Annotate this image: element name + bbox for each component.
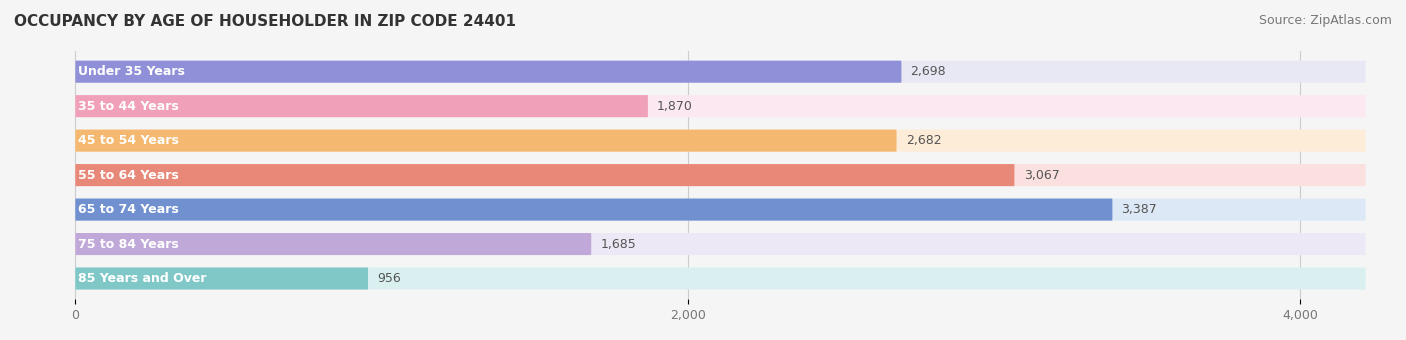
- Text: 55 to 64 Years: 55 to 64 Years: [77, 169, 179, 182]
- Text: 3,387: 3,387: [1122, 203, 1157, 216]
- Text: 35 to 44 Years: 35 to 44 Years: [77, 100, 179, 113]
- FancyBboxPatch shape: [76, 164, 1365, 186]
- Text: 85 Years and Over: 85 Years and Over: [77, 272, 207, 285]
- FancyBboxPatch shape: [76, 61, 901, 83]
- FancyBboxPatch shape: [76, 164, 1014, 186]
- Text: Under 35 Years: Under 35 Years: [77, 65, 184, 78]
- Text: 2,698: 2,698: [911, 65, 946, 78]
- Text: 1,685: 1,685: [600, 238, 636, 251]
- Text: 45 to 54 Years: 45 to 54 Years: [77, 134, 179, 147]
- FancyBboxPatch shape: [76, 61, 1365, 83]
- FancyBboxPatch shape: [76, 199, 1365, 221]
- FancyBboxPatch shape: [76, 233, 1365, 255]
- FancyBboxPatch shape: [76, 130, 897, 152]
- Text: 75 to 84 Years: 75 to 84 Years: [77, 238, 179, 251]
- FancyBboxPatch shape: [76, 268, 368, 290]
- FancyBboxPatch shape: [76, 268, 1365, 290]
- FancyBboxPatch shape: [76, 130, 1365, 152]
- FancyBboxPatch shape: [76, 199, 1112, 221]
- FancyBboxPatch shape: [76, 95, 1365, 117]
- FancyBboxPatch shape: [76, 95, 648, 117]
- Text: 3,067: 3,067: [1024, 169, 1059, 182]
- FancyBboxPatch shape: [76, 233, 592, 255]
- Text: 956: 956: [377, 272, 401, 285]
- Text: 1,870: 1,870: [657, 100, 693, 113]
- Text: 2,682: 2,682: [905, 134, 942, 147]
- Text: OCCUPANCY BY AGE OF HOUSEHOLDER IN ZIP CODE 24401: OCCUPANCY BY AGE OF HOUSEHOLDER IN ZIP C…: [14, 14, 516, 29]
- Text: Source: ZipAtlas.com: Source: ZipAtlas.com: [1258, 14, 1392, 27]
- Text: 65 to 74 Years: 65 to 74 Years: [77, 203, 179, 216]
